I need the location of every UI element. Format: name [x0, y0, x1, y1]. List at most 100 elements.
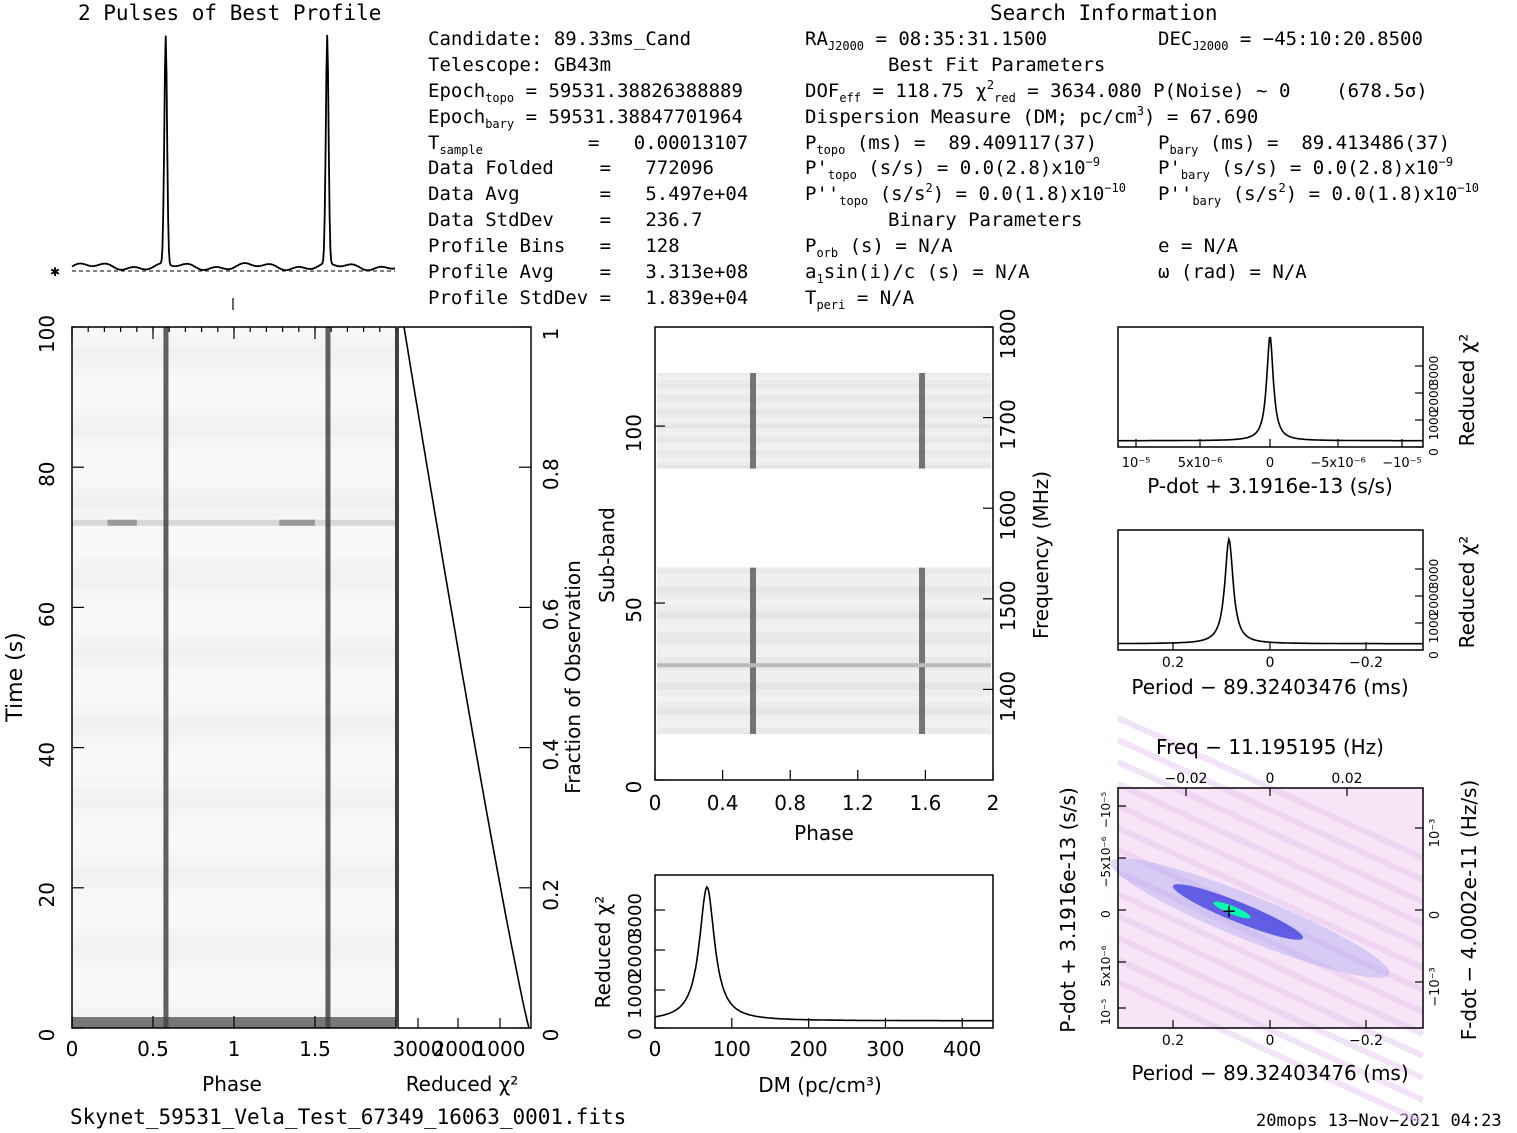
- chi2-time-xtick-label: 2000: [433, 1037, 484, 1061]
- dm-xtick-label: 0: [649, 1037, 662, 1061]
- ppd-streak: [1116, 869, 1425, 1015]
- subband-row: [657, 670, 991, 677]
- subband-xtick-label: 1.2: [842, 791, 874, 815]
- ppd-streak: [1116, 957, 1425, 1103]
- subband-y2tick-label: 1400: [996, 671, 1020, 722]
- time-phase-row: [72, 617, 396, 628]
- porb-value: (s) = N/A: [849, 235, 953, 257]
- time-phase-bright-patch: [279, 519, 315, 526]
- subband-y2tick-label: 1800: [996, 309, 1020, 360]
- ptopo: Ptopo (ms) = 89.409117(37): [805, 132, 1097, 156]
- period-ytick-label: 3000: [1427, 559, 1441, 590]
- subband-y2tick-label: 1700: [996, 399, 1020, 450]
- dm-xtick-label: 100: [713, 1037, 751, 1061]
- subband-row: [657, 424, 991, 429]
- subband-row: [657, 612, 991, 619]
- period-ylabel: Reduced χ²: [1455, 536, 1479, 649]
- time-phase-row: [72, 557, 396, 568]
- epoch-topo-sub: topo: [485, 91, 515, 105]
- ptopo-prefix: P: [805, 132, 817, 154]
- chi2-time-ytick-label: 1: [539, 328, 563, 341]
- subband-phase-plot: 0 0.4 0.8 1.2 1.6 2 0 50 100 1400 1500 1600 1700 1800…: [595, 309, 1053, 845]
- subband-bright-row: [657, 663, 991, 668]
- time-phase-ylabel: Time (s): [3, 632, 28, 722]
- ra-value: = 08:35:31.1500: [875, 28, 1048, 50]
- subband-xtick-label: 1.6: [909, 791, 941, 815]
- best-fit-title: Best Fit Parameters: [888, 54, 1106, 76]
- time-phase-row: [72, 547, 396, 558]
- time-phase-row: [72, 797, 396, 808]
- time-phase-xtick-label: 1: [228, 1037, 241, 1061]
- subband-row: [657, 625, 991, 632]
- subband-row: [657, 450, 991, 454]
- pdot-curve-line: [1118, 336, 1423, 442]
- time-phase-row: [72, 597, 396, 608]
- time-phase-row: [72, 847, 396, 858]
- ppd-xtick-label: 0: [1266, 1033, 1275, 1049]
- time-phase-xtick-label: 1.5: [299, 1037, 331, 1061]
- pddot-bary-units: (s/s: [1232, 183, 1279, 205]
- time-phase-row: [72, 907, 396, 918]
- period-ytick-label: 2000: [1427, 586, 1441, 617]
- a1-prefix: a: [805, 261, 817, 283]
- subband-row: [657, 428, 991, 432]
- time-phase-row: [72, 657, 396, 668]
- period-frame: [1117, 529, 1424, 651]
- dm-ylabel: Reduced χ²: [591, 896, 615, 1009]
- subband-row: [657, 431, 991, 436]
- time-phase-row: [72, 727, 396, 738]
- time-phase-row: [72, 977, 396, 988]
- time-phase-ytick-label: 80: [35, 461, 59, 486]
- chi2-time-ylabel: Fraction of Observation: [561, 560, 585, 794]
- porb-prefix: P: [805, 235, 817, 257]
- pddot-topo-units: (s/s: [879, 183, 926, 205]
- time-phase-row: [72, 377, 396, 388]
- pdot-ylabel: Reduced χ²: [1455, 334, 1479, 447]
- pdot-xtick-label: −5x10⁻⁶: [1310, 456, 1365, 471]
- subband-row: [657, 384, 991, 388]
- period-xtick-label: −0.2: [1349, 655, 1383, 671]
- data-avg: Data Avg = 5.497e+04: [428, 183, 749, 205]
- subband-frame: [654, 326, 994, 781]
- dec: DECJ2000 = −45:10:20.8500: [1158, 28, 1423, 52]
- ppd-streak: [1116, 825, 1425, 971]
- search-info-title: Search Information: [990, 1, 1218, 25]
- ppd-ytick-label: −10⁻⁵: [1099, 792, 1113, 829]
- ppd-ytick-label: −5x10⁻⁶: [1099, 836, 1113, 887]
- time-phase-row: [72, 747, 396, 758]
- pdot-xtick-label: −10⁻⁵: [1382, 456, 1422, 471]
- pdot-xtick-label: 10⁻⁵: [1122, 456, 1151, 471]
- pdot-ytick-label: 1000: [1427, 410, 1441, 441]
- profile-plot: ✱: [50, 34, 396, 310]
- chi2-time-ytick-label: 0.4: [539, 739, 563, 771]
- ra: RAJ2000 = 08:35:31.1500: [805, 28, 1048, 52]
- pddot-topo-sup: 2: [925, 181, 933, 195]
- ppd-y2tick-label: −10⁻³: [1428, 967, 1443, 1007]
- pddot-topo-value: ) = 0.0(1.8)x10: [932, 183, 1105, 205]
- dm-xtick-label: 400: [943, 1037, 981, 1061]
- pdot-topo-value: (s/s) = 0.0(2.8)x10: [868, 157, 1086, 179]
- subband-row: [657, 373, 991, 377]
- subband-pulse-streak: [919, 567, 926, 734]
- time-phase-row: [72, 447, 396, 458]
- subband-row: [657, 409, 991, 414]
- period-curve-line: [1118, 536, 1423, 645]
- time-phase-xlabel: Phase: [202, 1072, 262, 1096]
- tsample-value: = 0.00013107: [588, 132, 749, 154]
- subband-row: [657, 567, 991, 575]
- dm-value: ) = 67.690: [1143, 106, 1259, 128]
- chi-prefix: χ: [975, 80, 987, 102]
- dm-xlabel: DM (pc/cm³): [758, 1073, 882, 1097]
- time-phase-row: [72, 937, 396, 948]
- time-phase-row: [72, 757, 396, 768]
- time-phase-row: [72, 687, 396, 698]
- tperi-value: = N/A: [856, 287, 915, 309]
- subband-row: [657, 453, 991, 458]
- time-phase-row: [72, 427, 396, 438]
- ppd-ytick-label: 10⁻⁵: [1099, 999, 1113, 1026]
- ppd-best-marker: +: [1221, 901, 1236, 922]
- dm-frame: [654, 874, 994, 1029]
- epoch-bary-prefix: Epoch: [428, 106, 486, 128]
- ppd-x2tick-label: 0.02: [1331, 771, 1362, 787]
